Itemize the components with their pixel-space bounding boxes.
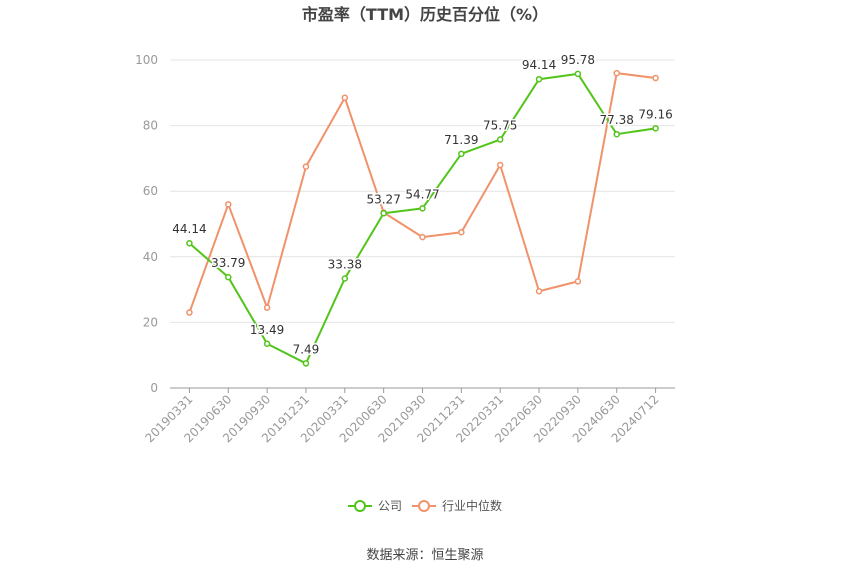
data-point xyxy=(225,201,232,208)
y-tick-label: 40 xyxy=(143,250,158,264)
source-note: 数据来源：恒生聚源 xyxy=(366,548,483,563)
legend-label: 行业中位数 xyxy=(442,498,502,513)
data-label: 13.49 xyxy=(250,323,284,337)
data-point xyxy=(186,309,193,316)
legend-label: 公司 xyxy=(378,499,402,513)
data-point xyxy=(652,74,659,82)
legend-swatch-marker xyxy=(418,500,430,512)
data-point xyxy=(380,210,387,217)
data-point xyxy=(535,287,543,295)
axes: 0204060801002019033120190630201909302019… xyxy=(135,53,675,445)
data-point xyxy=(535,75,543,83)
data-point xyxy=(341,94,349,101)
data-label: 75.75 xyxy=(483,119,517,133)
data-point xyxy=(574,70,582,78)
data-point xyxy=(302,360,310,367)
data-point xyxy=(458,228,465,236)
y-tick-label: 100 xyxy=(135,53,158,67)
y-tick-label: 20 xyxy=(143,315,158,329)
gridlines xyxy=(170,59,675,323)
data-point xyxy=(263,340,271,348)
data-label: 33.38 xyxy=(328,258,362,272)
data-point xyxy=(186,239,193,247)
data-label: 54.77 xyxy=(405,187,439,201)
data-point xyxy=(496,161,504,169)
data-point xyxy=(613,69,620,77)
data-point xyxy=(574,278,582,285)
data-label: 53.27 xyxy=(366,192,400,206)
legend: 公司 行业中位数 xyxy=(348,498,502,513)
series-line-0 xyxy=(188,72,656,365)
data-point xyxy=(341,275,349,282)
data-label: 7.49 xyxy=(293,342,320,356)
data-label: 94.14 xyxy=(522,58,556,72)
data-point xyxy=(419,233,426,241)
data-label: 77.38 xyxy=(600,113,634,127)
data-label: 33.79 xyxy=(211,256,245,270)
data-point xyxy=(419,205,426,212)
data-label: 79.16 xyxy=(638,107,672,121)
data-point xyxy=(302,163,310,170)
data-point xyxy=(225,273,232,281)
legend-swatch-marker xyxy=(354,500,366,512)
y-tick-label: 80 xyxy=(143,119,158,133)
data-point xyxy=(613,130,620,138)
y-tick-label: 0 xyxy=(150,381,158,395)
data-labels: 44.14 33.79 13.49 7.49 33.38 53.27 54.77 71.39 7… xyxy=(171,51,675,358)
data-label: 44.14 xyxy=(172,222,206,236)
data-point xyxy=(458,150,465,158)
data-point xyxy=(652,125,659,132)
data-point xyxy=(263,304,271,311)
data-label: 95.78 xyxy=(561,53,595,67)
series-lines xyxy=(186,69,659,367)
y-tick-label: 60 xyxy=(143,184,158,198)
data-label: 71.39 xyxy=(444,133,478,147)
chart-title: 市盈率（TTM）历史百分位（%） xyxy=(302,5,548,24)
data-point xyxy=(496,136,504,143)
